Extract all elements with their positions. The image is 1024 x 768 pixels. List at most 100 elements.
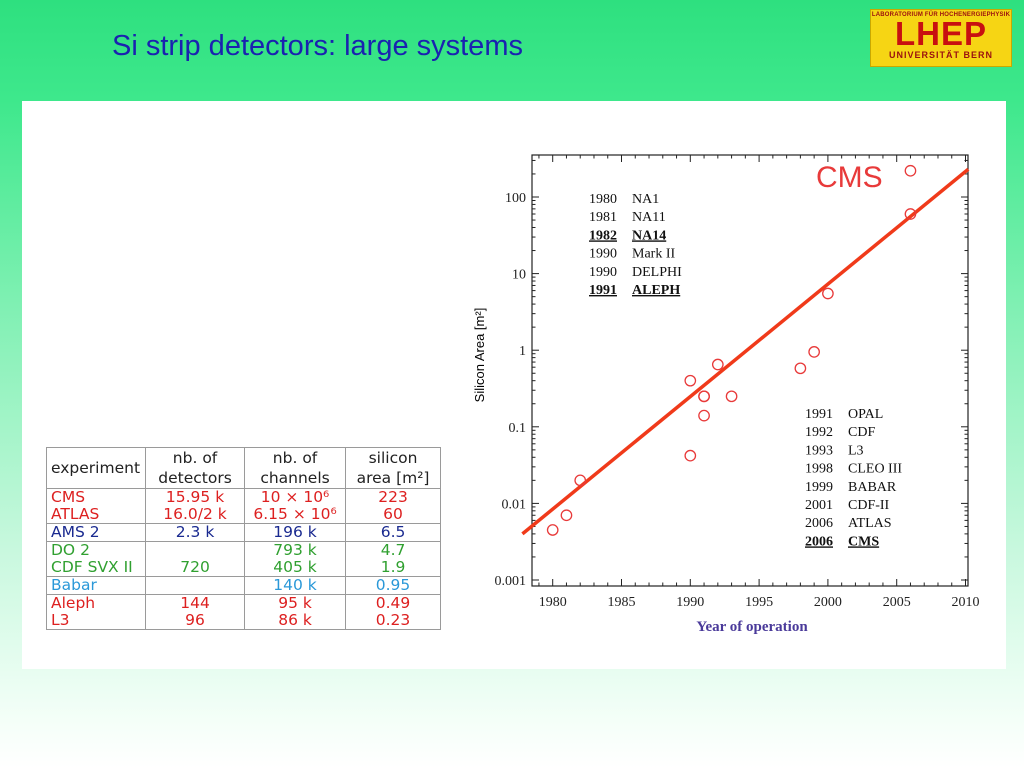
slide-title: Si strip detectors: large systems (112, 30, 523, 62)
table-row: DO 2 793 k 4.7 (45, 541, 442, 559)
data-point (684, 449, 697, 462)
legend-left-year: 1990 (589, 247, 617, 262)
cell-experiment: L3 (45, 612, 147, 630)
legend-right-year: 2006 (805, 534, 833, 549)
chart-marks (521, 164, 970, 536)
table-row: Aleph 144 95 k 0.49 (45, 594, 442, 612)
legend-left-experiment: DELPHI (632, 265, 682, 280)
x-tick-label: 1985 (608, 595, 636, 610)
legend-right-year: 1991 (805, 407, 833, 422)
cell-channels: 793 k (244, 541, 347, 559)
x-tick-label: 2005 (883, 595, 911, 610)
data-point (822, 287, 834, 300)
cell-area: 6.5 (345, 523, 442, 542)
trend-line (521, 167, 970, 536)
data-point (904, 208, 917, 220)
legend-left-experiment: NA14 (632, 228, 666, 243)
legend-left-experiment: NA11 (632, 210, 666, 225)
cell-experiment: DO 2 (45, 541, 147, 559)
legend-left-experiment: Mark II (632, 247, 675, 262)
data-point (711, 358, 724, 371)
x-tick-label: 2000 (814, 595, 842, 610)
x-axis-label: Year of operation (696, 619, 808, 635)
y-tick-label: 0.01 (502, 497, 527, 512)
cell-channels: 86 k (244, 612, 347, 630)
cell-experiment: ATLAS (45, 506, 147, 524)
chart-legends: 1980 NA1 1981 NA11 1982 NA14 1990 Mark II 1990 DE… (589, 192, 902, 549)
header-area: silicon area [m²] (345, 447, 442, 489)
cell-area: 0.23 (345, 612, 442, 630)
cell-area: 223 (345, 488, 442, 506)
cell-area: 4.7 (345, 541, 442, 559)
x-tick-label: 2010 (952, 595, 980, 610)
cell-detectors: 15.95 k (145, 488, 246, 506)
plot-frame (531, 154, 969, 587)
legend-left-year: 1981 (589, 210, 617, 225)
cell-experiment: AMS 2 (45, 523, 147, 542)
legend-right-experiment: L3 (848, 443, 864, 458)
table-row: AMS 2 2.3 k 196 k 6.5 (45, 523, 442, 542)
legend-left-experiment: ALEPH (632, 283, 680, 298)
cell-area: 0.95 (345, 576, 442, 595)
legend-right-experiment: CDF (848, 425, 875, 440)
cell-channels: 95 k (244, 594, 347, 612)
table-row: ATLAS 16.0/2 k 6.15 × 10⁶ 60 (45, 506, 442, 524)
header-experiment: experiment (45, 447, 147, 489)
logo-bottom-text: UNIVERSITÄT BERN (888, 50, 993, 60)
table-row: L3 96 86 k 0.23 (45, 612, 442, 630)
y-tick-label: 0.1 (509, 421, 527, 436)
logo-main-text: LHEP (894, 15, 987, 52)
cell-experiment: Aleph (45, 594, 147, 612)
y-tick-label: 1 (519, 344, 526, 359)
cell-experiment: Babar (45, 576, 147, 595)
legend-right-year: 2001 (805, 498, 833, 513)
cell-detectors: 2.3 k (145, 523, 246, 542)
experiments-table: experiment nb. of detectors nb. of chann… (45, 447, 442, 630)
data-point (684, 374, 697, 387)
header-channels: nb. of channels (244, 447, 347, 489)
lhep-logo: LABORATORIUM FÜR HOCHENERGIEPHYSIK LHEP … (870, 9, 1012, 67)
chart-axes (531, 154, 969, 587)
legend-right-year: 1993 (805, 443, 833, 458)
y-axis-label: Silicon Area [m²] (472, 308, 487, 403)
legend-right-experiment: CMS (848, 534, 879, 549)
x-tick-label: 1995 (745, 595, 773, 610)
x-tick-label: 1980 (539, 595, 567, 610)
cell-channels: 140 k (244, 576, 347, 595)
data-point (808, 346, 820, 358)
cell-detectors: 144 (145, 594, 246, 612)
cell-experiment: CMS (45, 488, 147, 506)
legend-right-experiment: CDF-II (848, 498, 890, 513)
data-point (794, 362, 807, 375)
data-point (546, 524, 559, 536)
table-header-row: experiment nb. of detectors nb. of chann… (45, 447, 442, 489)
legend-left-experiment: NA1 (632, 192, 659, 207)
data-point (904, 164, 917, 177)
table-row: CDF SVX II 720 405 k 1.9 (45, 559, 442, 577)
data-point (725, 390, 738, 403)
y-tick-label: 0.001 (495, 574, 527, 589)
legend-right-experiment: BABAR (848, 480, 897, 495)
logo-top-text: LABORATORIUM FÜR HOCHENERGIEPHYSIK (871, 12, 1011, 18)
data-point (698, 409, 710, 422)
table-row: Babar 140 k 0.95 (45, 576, 442, 595)
data-point (560, 509, 573, 522)
y-tick-label: 10 (512, 268, 526, 283)
legend-right-year: 2006 (805, 516, 833, 531)
data-point (698, 390, 710, 403)
legend-right-experiment: CLEO III (848, 462, 902, 477)
legend-left-year: 1980 (589, 192, 617, 207)
x-tick-label: 1990 (676, 595, 704, 610)
y-tick-label: 100 (505, 191, 526, 206)
cell-channels: 10 × 10⁶ (244, 488, 347, 506)
header-detectors: nb. of detectors (145, 447, 246, 489)
chart-ticks: 1980 1985 1990 1995 2000 2005 2010 0.001 0.01 0.1… (495, 155, 980, 610)
legend-right-year: 1999 (805, 480, 833, 495)
legend-left-year: 1990 (589, 265, 617, 280)
cell-detectors: 720 (145, 559, 246, 577)
legend-left-year: 1982 (589, 228, 617, 243)
legend-left-year: 1991 (589, 283, 617, 298)
legend-right-experiment: OPAL (848, 407, 883, 422)
data-point (574, 474, 587, 487)
